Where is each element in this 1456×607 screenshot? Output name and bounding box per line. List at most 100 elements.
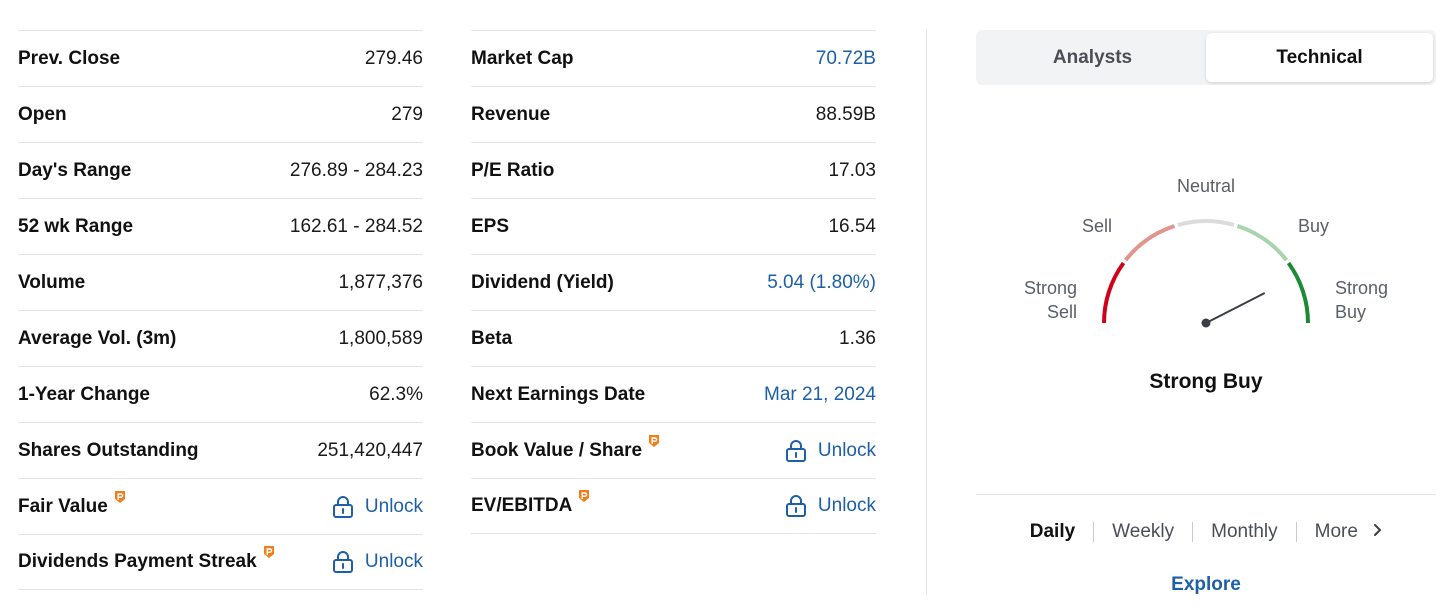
stat-label: Beta [471, 328, 512, 350]
stat-value-text: Mar 21, 2024 [764, 383, 876, 405]
stat-row-beta: Beta 1.36 [471, 310, 876, 366]
tab-technical[interactable]: Technical [1206, 33, 1433, 82]
stat-value: 1,877,376 [338, 272, 423, 294]
stat-label: Shares Outstanding [18, 440, 199, 462]
stat-row-p-e-ratio: P/E Ratio 17.03 [471, 142, 876, 198]
explore-link[interactable]: Explore [1171, 574, 1241, 595]
lock-icon [332, 551, 353, 573]
stat-label-text: Average Vol. (3m) [18, 327, 177, 349]
stat-row-dividend-yield: Dividend (Yield) 5.04 (1.80%) [471, 254, 876, 310]
period-weekly[interactable]: Weekly [1112, 521, 1175, 542]
stat-label: P/E Ratio [471, 160, 554, 182]
pro-badge-icon [579, 490, 590, 502]
stat-label-text: Revenue [471, 103, 551, 125]
stat-label: Fair Value [18, 490, 126, 518]
stat-value-text: 88.59B [815, 103, 876, 125]
unlock-link[interactable]: Unlock [332, 495, 423, 519]
stat-row-average-vol-3m: Average Vol. (3m) 1,800,589 [18, 310, 423, 366]
stat-value: 17.03 [828, 160, 876, 182]
gauge-arc-strong-buy [1286, 261, 1310, 324]
gauge-arc-sell [1124, 224, 1176, 262]
stat-value-text: 1,800,589 [338, 327, 423, 349]
stat-label-text: 1-Year Change [18, 383, 150, 405]
gauge-arc-neutral [1177, 219, 1235, 227]
stat-label-text: 52 wk Range [18, 215, 134, 237]
stat-label: Volume [18, 272, 85, 294]
stat-row-fair-value: Fair Value Unlock [18, 478, 423, 534]
stat-label-text: Dividend (Yield) [471, 271, 614, 293]
stat-value[interactable]: Mar 21, 2024 [764, 384, 876, 406]
stat-label: Revenue [471, 104, 550, 126]
stat-label-text: Fair Value [18, 495, 108, 517]
gauge-pivot [1201, 318, 1211, 328]
stat-row-eps: EPS 16.54 [471, 198, 876, 254]
pro-badge-icon [649, 434, 660, 447]
stat-label: EPS [471, 216, 509, 238]
stat-value: 162.61 - 284.52 [290, 216, 423, 238]
tab-analysts[interactable]: Analysts [1052, 46, 1133, 68]
stat-value[interactable]: 70.72B [816, 48, 876, 70]
unlock-link[interactable]: Unlock [785, 494, 876, 518]
period-daily[interactable]: Daily [1029, 521, 1076, 542]
stat-row-book-value-share: Book Value / Share Unlock [471, 422, 876, 478]
stat-value[interactable]: 5.04 (1.80%) [767, 272, 876, 294]
unlock-link[interactable]: Unlock [332, 550, 423, 574]
stat-value-text: 251,420,447 [317, 439, 423, 461]
unlock-link[interactable]: Unlock [785, 439, 876, 463]
stat-label-text: Open [18, 103, 67, 125]
gauge-label-sell: Sell [1082, 216, 1112, 236]
gauge-label-neutral: Neutral [1177, 176, 1235, 196]
stat-label: Market Cap [471, 48, 573, 70]
stat-value-text: Unlock [364, 551, 423, 572]
stat-value: 88.59B [816, 104, 876, 126]
stat-label: EV/EBITDA [471, 490, 590, 517]
stat-label: Prev. Close [18, 48, 120, 70]
period-separator [1295, 522, 1297, 542]
stat-label-text: Prev. Close [18, 47, 121, 69]
period-separator [1192, 522, 1194, 542]
period-monthly[interactable]: Monthly [1211, 521, 1278, 542]
summary-tabs: Analysts Technical [976, 30, 1436, 85]
gauge-result: Strong Buy [1149, 370, 1263, 393]
period-more[interactable]: More [1297, 521, 1401, 543]
stat-value-text: 70.72B [815, 47, 876, 69]
period-divider [976, 494, 1436, 495]
stat-value-text: 62.3% [369, 383, 423, 405]
technical-gauge: Strong Sell Sell Neutral Buy Strong Buy [1024, 176, 1388, 328]
stat-label: Open [18, 104, 67, 126]
stat-label-text: Book Value / Share [471, 439, 643, 461]
pro-badge-icon [263, 546, 274, 558]
stat-label: Day's Range [18, 160, 131, 182]
stat-value: 16.54 [828, 216, 876, 238]
stat-value: 1,800,589 [338, 328, 423, 350]
stats-left-column: Prev. Close 279.46 Open 279 Day's Range 276.8… [18, 30, 423, 590]
stat-value: 276.89 - 284.23 [290, 160, 423, 182]
stat-row-dividends-payment-streak: Dividends Payment Streak Unlock [18, 534, 423, 590]
stat-row-52-wk-range: 52 wk Range 162.61 - 284.52 [18, 198, 423, 254]
stat-row-prev-close: Prev. Close 279.46 [18, 30, 423, 86]
stat-value-text: 1,877,376 [338, 271, 423, 293]
stat-label: Dividends Payment Streak [18, 546, 275, 573]
gauge-label-strong-buy-2: Buy [1335, 302, 1366, 322]
stat-label: Dividend (Yield) [471, 272, 614, 294]
gauge-arc-strong-sell [1102, 261, 1126, 324]
stat-value-text: 17.03 [828, 159, 876, 181]
stat-value: 251,420,447 [317, 440, 423, 462]
stat-row-day-s-range: Day's Range 276.89 - 284.23 [18, 142, 423, 198]
lock-icon [785, 495, 806, 517]
lock-icon [785, 439, 806, 462]
stat-value: 1.36 [839, 328, 876, 350]
stat-value-text: 279 [391, 103, 423, 125]
stat-value-text: Unlock [817, 439, 876, 461]
gauge-label-strong-sell-2: Sell [1047, 302, 1077, 322]
stat-value-text: 1.36 [839, 327, 876, 349]
stat-label-text: Beta [471, 327, 513, 349]
stat-value-text: Unlock [364, 495, 423, 517]
stat-value-text: 16.54 [828, 215, 876, 237]
stat-row-open: Open 279 [18, 86, 423, 142]
stat-value: 62.3% [369, 384, 423, 406]
stat-value: 279.46 [365, 48, 423, 70]
stat-label-text: EV/EBITDA [471, 495, 573, 516]
stat-label-text: Dividends Payment Streak [18, 551, 257, 572]
stat-label-text: Day's Range [18, 159, 132, 181]
